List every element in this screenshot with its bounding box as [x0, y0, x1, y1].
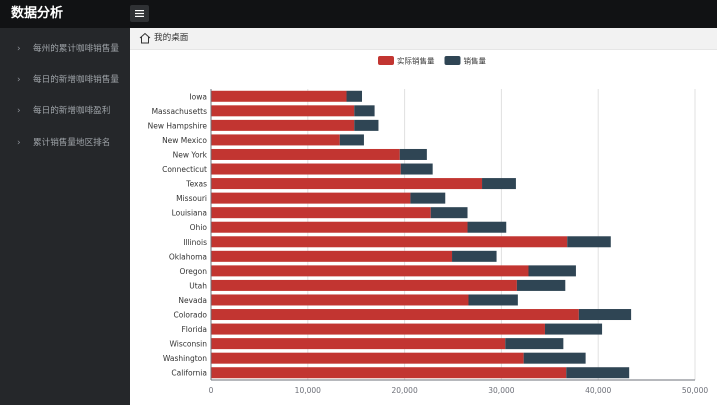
y-tick-label: Louisiana — [172, 209, 207, 218]
y-tick-label: Texas — [185, 180, 207, 189]
sidebar: › 每州的累计咖啡销售量 › 每日的新增咖啡销售量 › 每日的新增咖啡盈利 › … — [0, 28, 130, 405]
bar-sales[interactable] — [410, 192, 446, 204]
bar-actual-sales[interactable] — [211, 265, 529, 277]
bar-sales[interactable] — [346, 90, 363, 102]
bar-actual-sales[interactable] — [211, 294, 469, 306]
bar-sales[interactable] — [354, 105, 375, 117]
y-tick-label: Oklahoma — [169, 252, 207, 261]
x-tick-label: 40,000 — [585, 386, 611, 395]
legend-label[interactable]: 销售量 — [464, 56, 487, 66]
chart-legend[interactable]: 实际销售量 销售量 — [378, 56, 486, 66]
bar-sales[interactable] — [339, 134, 364, 146]
chart-bars — [211, 90, 632, 379]
y-tick-label: Ohio — [190, 223, 208, 232]
bar-sales[interactable] — [452, 250, 497, 262]
y-tick-label: Utah — [189, 281, 207, 290]
y-tick-label: Missouri — [176, 194, 207, 203]
bar-actual-sales[interactable] — [211, 148, 400, 160]
sidebar-item-label: 每日的新增咖啡销售量 — [33, 75, 119, 85]
y-tick-label: Colorado — [173, 311, 207, 320]
x-tick-label: 0 — [209, 386, 214, 395]
y-tick-label: Iowa — [189, 92, 207, 101]
y-tick-label: New Hampshire — [148, 121, 208, 130]
chevron-right-icon: › — [17, 138, 21, 148]
menu-toggle-button[interactable] — [130, 5, 149, 22]
stacked-bar-chart: 实际销售量 销售量 Iowa Massachusetts New Hampshire N… — [148, 56, 709, 396]
chevron-right-icon: › — [17, 75, 21, 85]
bar-actual-sales[interactable] — [211, 221, 468, 233]
legend-label[interactable]: 实际销售量 — [397, 56, 435, 66]
bar-sales[interactable] — [400, 163, 433, 175]
bar-actual-sales[interactable] — [211, 134, 340, 146]
y-tick-label: Oregon — [179, 267, 207, 276]
bar-sales[interactable] — [430, 207, 468, 219]
sidebar-item-label: 每日的新增咖啡盈利 — [33, 106, 111, 116]
sidebar-item-state-cumulative-sales[interactable]: › 每州的累计咖啡销售量 — [0, 38, 130, 60]
y-tick-label: California — [171, 369, 207, 378]
sidebar-item-region-ranking[interactable]: › 累计销售量地区排名 — [0, 132, 130, 154]
y-tick-label: Connecticut — [162, 165, 207, 174]
x-tick-label: 30,000 — [488, 386, 514, 395]
chevron-right-icon: › — [17, 44, 21, 54]
x-tick-label: 50,000 — [682, 386, 708, 395]
sidebar-item-label: 累计销售量地区排名 — [33, 138, 111, 148]
bar-sales[interactable] — [578, 309, 632, 321]
bar-sales[interactable] — [468, 294, 518, 306]
bar-sales[interactable] — [566, 367, 630, 379]
bar-sales[interactable] — [516, 279, 566, 291]
bar-actual-sales[interactable] — [211, 352, 524, 364]
bar-actual-sales[interactable] — [211, 323, 545, 335]
hamburger-icon — [135, 10, 144, 17]
bar-sales[interactable] — [399, 148, 427, 160]
home-icon[interactable] — [139, 32, 151, 44]
y-tick-label: Massachusetts — [152, 107, 208, 116]
bar-actual-sales[interactable] — [211, 250, 453, 262]
legend-swatch[interactable] — [444, 56, 461, 65]
bar-actual-sales[interactable] — [211, 192, 411, 204]
bar-sales[interactable] — [482, 178, 516, 190]
bar-sales[interactable] — [505, 338, 564, 350]
bar-sales[interactable] — [467, 221, 507, 233]
bar-actual-sales[interactable] — [211, 119, 355, 131]
bar-actual-sales[interactable] — [211, 105, 355, 117]
top-bar: 数据分析 — [0, 0, 717, 28]
bar-actual-sales[interactable] — [211, 279, 517, 291]
bar-sales[interactable] — [354, 119, 379, 131]
bar-actual-sales[interactable] — [211, 178, 483, 190]
bar-sales[interactable] — [528, 265, 576, 277]
y-tick-label: Washington — [163, 354, 207, 363]
chevron-right-icon: › — [17, 106, 21, 116]
bar-actual-sales[interactable] — [211, 309, 579, 321]
x-tick-label: 10,000 — [295, 386, 321, 395]
bar-sales[interactable] — [567, 236, 611, 248]
app-title: 数据分析 — [11, 6, 64, 21]
y-tick-label: New York — [173, 150, 208, 159]
y-tick-label: New Mexico — [162, 136, 207, 145]
sidebar-item-daily-new-sales[interactable]: › 每日的新增咖啡销售量 — [0, 69, 130, 91]
bar-actual-sales[interactable] — [211, 367, 567, 379]
x-axis: 0 10,000 20,000 30,000 40,000 50,000 — [209, 379, 708, 395]
chart-grid — [307, 89, 696, 380]
bar-actual-sales[interactable] — [211, 90, 347, 102]
y-tick-label: Wisconsin — [170, 340, 208, 349]
y-tick-label: Nevada — [178, 296, 207, 305]
bar-actual-sales[interactable] — [211, 207, 431, 219]
breadcrumb: 我的桌面 — [130, 28, 717, 50]
y-tick-label: Florida — [181, 325, 207, 334]
legend-swatch[interactable] — [378, 56, 394, 65]
bar-sales[interactable] — [544, 323, 603, 335]
bar-actual-sales[interactable] — [211, 338, 506, 350]
bar-actual-sales[interactable] — [211, 163, 401, 175]
sidebar-item-daily-new-profit[interactable]: › 每日的新增咖啡盈利 — [0, 100, 130, 122]
y-tick-label: Illinois — [183, 238, 207, 247]
bar-actual-sales[interactable] — [211, 236, 568, 248]
y-axis: Iowa Massachusetts New Hampshire New Mexico… — [148, 89, 212, 380]
breadcrumb-label[interactable]: 我的桌面 — [154, 33, 189, 43]
bar-sales[interactable] — [523, 352, 586, 364]
sidebar-item-label: 每州的累计咖啡销售量 — [33, 44, 119, 54]
x-tick-label: 20,000 — [391, 386, 417, 395]
